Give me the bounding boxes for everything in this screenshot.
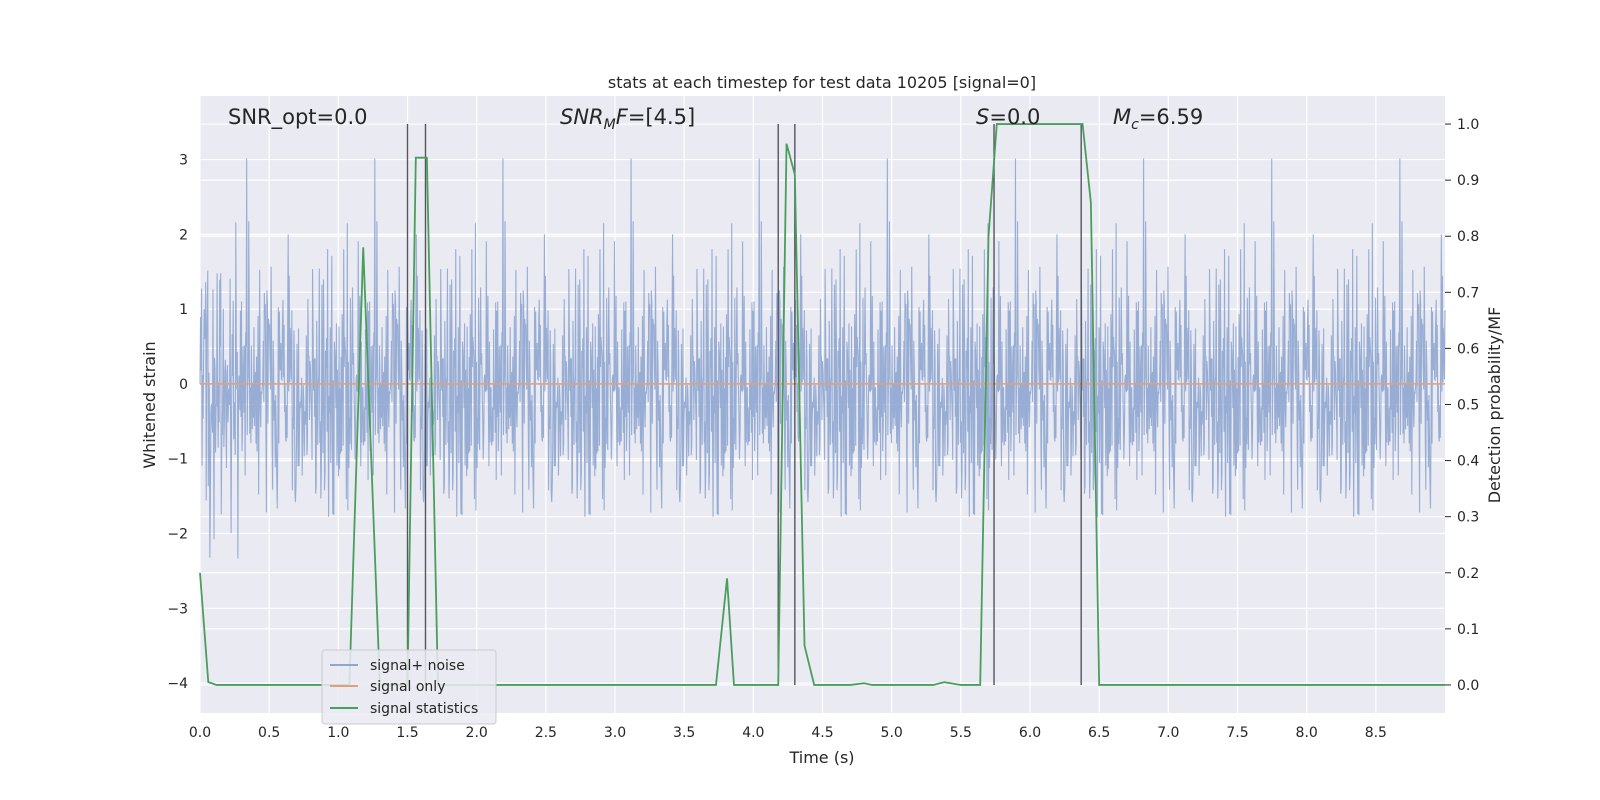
annotation-snr-opt: SNR_opt=0.0 bbox=[228, 105, 368, 130]
y-right-tick-label: 0.4 bbox=[1457, 454, 1479, 470]
x-tick-label: 7.0 bbox=[1157, 725, 1179, 741]
x-tick-label: 2.0 bbox=[466, 725, 488, 741]
legend-label-signal-only: signal only bbox=[370, 679, 445, 695]
y-tick-label: 0 bbox=[179, 377, 188, 393]
y-tick-label: −3 bbox=[167, 601, 188, 617]
x-tick-label: 6.0 bbox=[1019, 725, 1041, 741]
y-right-tick-label: 0.6 bbox=[1457, 341, 1479, 357]
y-right-tick-label: 0.8 bbox=[1457, 229, 1479, 245]
x-axis-label: Time (s) bbox=[788, 748, 854, 767]
y-right-tick-label: 0.2 bbox=[1457, 566, 1479, 582]
y-right-tick-label: 0.0 bbox=[1457, 678, 1479, 694]
y-tick-label: 2 bbox=[179, 227, 188, 243]
y-tick-labels: 3 2 1 0 −1 −2 −3 −4 bbox=[167, 153, 188, 693]
y-tick-label: 1 bbox=[179, 302, 188, 318]
annotation-snr-mf: SNRMF=[4.5] bbox=[560, 105, 695, 133]
annotation-s-rest: =0.0 bbox=[989, 105, 1040, 129]
x-tick-label: 3.5 bbox=[673, 725, 695, 741]
y-right-tick-label: 1.0 bbox=[1457, 117, 1479, 133]
x-tick-label: 8.0 bbox=[1296, 725, 1318, 741]
x-tick-label: 5.0 bbox=[881, 725, 903, 741]
y-right-tick-labels: 1.0 0.9 0.8 0.7 0.6 0.5 0.4 0.3 0.2 0.1 0.0 bbox=[1445, 117, 1479, 694]
annotation-mc: Mc=6.59 bbox=[1113, 105, 1203, 133]
legend-box bbox=[321, 649, 497, 725]
annotation-mc-main: M bbox=[1113, 105, 1131, 129]
x-tick-label: 6.5 bbox=[1088, 725, 1110, 741]
x-tick-label: 1.0 bbox=[327, 725, 349, 741]
x-tick-label: 2.5 bbox=[535, 725, 557, 741]
x-tick-label: 8.5 bbox=[1365, 725, 1387, 741]
y-tick-label: −4 bbox=[167, 676, 188, 692]
y-axis-label: Whitened strain bbox=[140, 341, 159, 468]
annotation-snr-mf-rest-italic: F bbox=[616, 105, 629, 129]
x-tick-labels: 0.0 0.5 1.0 1.5 2.0 2.5 3.0 3.5 4.0 4.5 5.0 5.5 6.0 6… bbox=[189, 725, 1387, 741]
x-tick-label: 0.0 bbox=[189, 725, 211, 741]
y-right-tick-label: 0.9 bbox=[1457, 173, 1479, 189]
y-right-tick-label: 0.7 bbox=[1457, 285, 1479, 301]
legend: signal+ noise signal only signal statist… bbox=[321, 649, 497, 725]
y-right-axis-label: Detection probability/MF bbox=[1485, 307, 1504, 504]
x-tick-label: 3.0 bbox=[604, 725, 626, 741]
legend-label-signal-statistics: signal statistics bbox=[370, 701, 478, 717]
annotation-s: S=0.0 bbox=[976, 105, 1040, 129]
x-tick-label: 4.0 bbox=[742, 725, 764, 741]
x-tick-label: 1.5 bbox=[396, 725, 418, 741]
y-right-tick-label: 0.3 bbox=[1457, 510, 1479, 526]
annotation-snr-mf-rest: =[4.5] bbox=[628, 105, 695, 129]
y-tick-label: −2 bbox=[167, 527, 188, 543]
legend-label-signal-plus-noise: signal+ noise bbox=[370, 658, 465, 674]
annotation-s-main: S bbox=[976, 105, 989, 129]
chart-title: stats at each timestep for test data 102… bbox=[608, 73, 1036, 92]
annotation-mc-sub: c bbox=[1131, 117, 1139, 133]
annotation-snr-mf-sub: M bbox=[604, 117, 616, 133]
x-tick-label: 4.5 bbox=[811, 725, 833, 741]
annotation-mc-rest: =6.59 bbox=[1139, 105, 1203, 129]
y-right-tick-label: 0.1 bbox=[1457, 622, 1479, 638]
y-right-tick-label: 0.5 bbox=[1457, 398, 1479, 414]
annotation-snr-mf-main: SNR bbox=[560, 105, 604, 129]
y-tick-label: −1 bbox=[167, 452, 188, 468]
y-tick-label: 3 bbox=[179, 153, 188, 169]
x-tick-label: 7.5 bbox=[1226, 725, 1248, 741]
x-tick-label: 0.5 bbox=[258, 725, 280, 741]
x-tick-label: 5.5 bbox=[950, 725, 972, 741]
